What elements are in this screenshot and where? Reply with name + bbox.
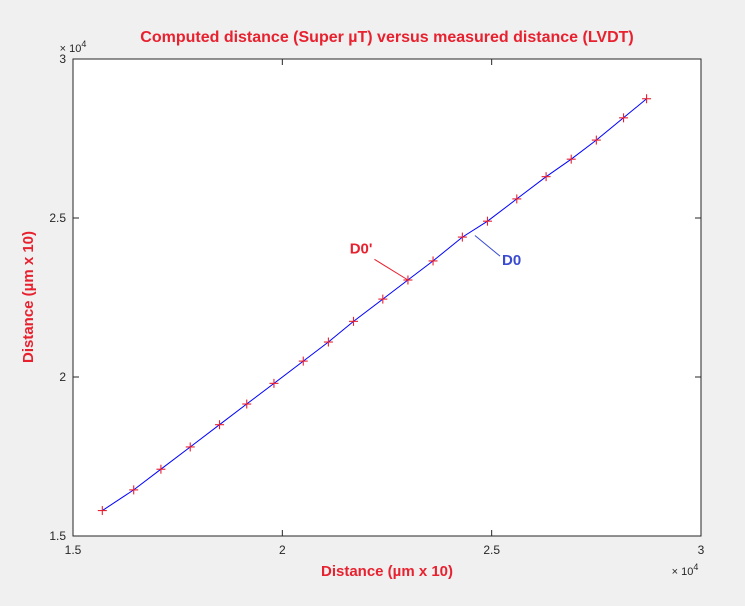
data-point <box>457 232 467 242</box>
y-tick-label: 1.5 <box>49 529 66 543</box>
data-point <box>156 464 166 474</box>
y-tick-label: 2.5 <box>49 211 66 225</box>
axis-ticks <box>72 58 702 537</box>
data-point <box>378 294 388 304</box>
data-point <box>215 420 225 430</box>
data-point <box>129 485 139 495</box>
data-point <box>428 256 438 266</box>
annotation-arrow <box>374 258 409 281</box>
data-point <box>97 506 107 516</box>
data-point <box>642 94 652 104</box>
x-tick-label: 1.5 <box>65 543 82 557</box>
data-point <box>482 216 492 226</box>
chart-title: Computed distance (Super µT) versus meas… <box>140 29 633 46</box>
x-exponent-label: × 104 <box>672 562 699 578</box>
data-point <box>298 356 308 366</box>
data-point <box>619 113 629 123</box>
data-point <box>541 172 551 182</box>
data-point <box>512 194 522 204</box>
y-exponent-label: × 104 <box>60 39 87 55</box>
annotation-label: D0 <box>502 252 521 269</box>
tick-labels: 1.5 2 2.5 3 1.5 2 2.5 3 <box>49 52 704 557</box>
x-tick-label: 3 <box>698 543 705 557</box>
y-tick-label: 2 <box>59 370 66 384</box>
x-tick-label: 2.5 <box>483 543 500 557</box>
data-series <box>97 94 652 516</box>
data-point <box>269 378 279 388</box>
y-axis-label: Distance (µm x 10) <box>20 231 37 363</box>
data-point <box>185 442 195 452</box>
y-tick-label: 3 <box>59 52 66 66</box>
annotations: D0' D0 <box>350 235 521 281</box>
data-point <box>349 316 359 326</box>
annotation-label: D0' <box>350 240 373 257</box>
data-point <box>242 399 252 409</box>
data-point <box>323 337 333 347</box>
data-point <box>591 135 601 145</box>
data-point <box>566 154 576 164</box>
x-tick-label: 2 <box>279 543 286 557</box>
x-axis-label: Distance (µm x 10) <box>321 563 453 580</box>
annotation-arrow <box>474 235 501 257</box>
